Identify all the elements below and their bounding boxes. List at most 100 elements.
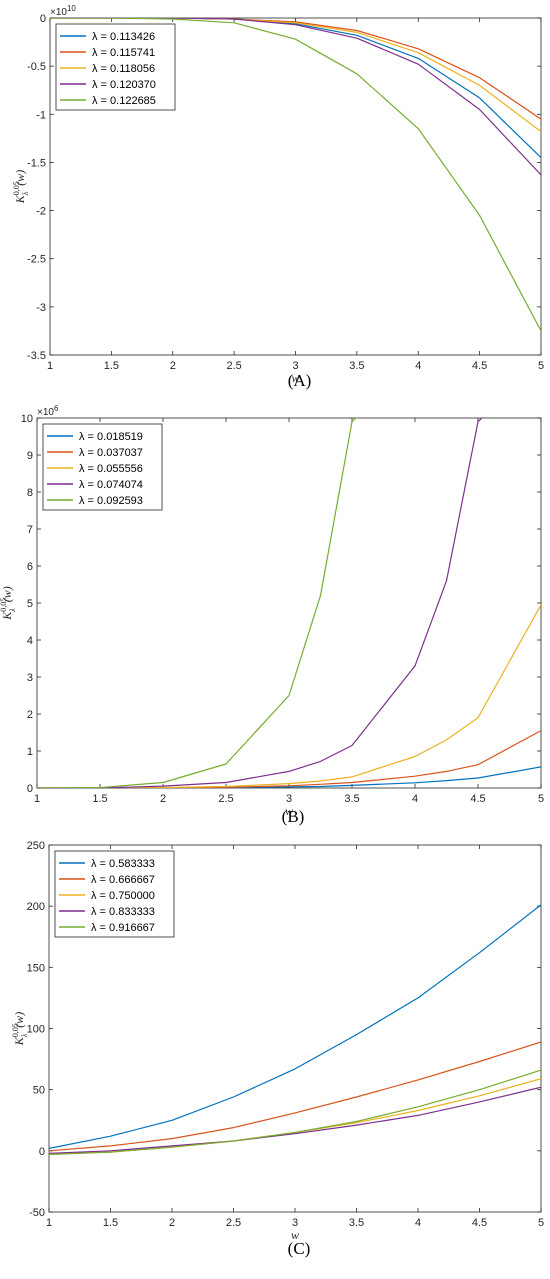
series-lines — [49, 904, 541, 1156]
y-label-arg: (w) — [13, 170, 27, 186]
y-label-arg: (w) — [12, 1012, 26, 1028]
legend-box — [42, 423, 163, 511]
x-tick-label: 3.5 — [344, 793, 359, 805]
legend-entry: λ = 0.092593 — [79, 495, 143, 507]
x-axis-label: w — [285, 804, 293, 818]
y-tick-label: -1.5 — [27, 157, 46, 169]
y-tick-label: -2.5 — [27, 254, 46, 266]
x-axis-label: w — [291, 371, 299, 385]
y-multiplier-base: ×10 — [37, 407, 54, 418]
y-tick-label: 8 — [27, 487, 33, 499]
x-tick-label: 4 — [415, 1217, 421, 1229]
legend-entry: λ = 0.833333 — [91, 906, 155, 918]
y-tick-label: -50 — [29, 1207, 45, 1219]
y-tick-label: 6 — [27, 561, 33, 573]
chart-panel-2: 1 1.5 2 2.5 3 3.5 4 4.5 5012345678910×106wK0,05λ… — [0, 404, 544, 826]
chart-panel-1: 1 1.5 2 2.5 3 3.5 4 4.5 5 0 -0.5 -1 -1.5 -2 -2.5 -3 -3.5… — [12, 4, 544, 390]
legend-entry: λ = 0.916667 — [91, 922, 155, 934]
series-line-2 — [49, 1041, 541, 1152]
panel-label: (C) — [288, 1239, 311, 1258]
x-tick-label: 5 — [538, 360, 544, 372]
x-tick-label: 1 — [47, 360, 53, 372]
y-tick-label: 10 — [21, 413, 33, 425]
x-tick-label: 4 — [412, 793, 418, 805]
y-multiplier: ×106 — [37, 404, 59, 418]
legend-box — [55, 23, 176, 111]
y-tick-label: 0 — [39, 1146, 45, 1158]
y-label-main: K — [13, 194, 27, 204]
legend-entry: λ = 0.115741 — [92, 47, 155, 59]
y-label-sub: λ — [20, 1033, 29, 1038]
legend-entry: λ = 0.074074 — [79, 479, 143, 491]
y-tick-label: 200 — [27, 901, 45, 913]
series-lines — [37, 418, 541, 788]
series-line-3 — [37, 604, 541, 788]
y-tick-label: 2 — [27, 709, 33, 721]
y-tick-label: 150 — [27, 962, 45, 974]
y-multiplier-exponent: 10 — [67, 4, 76, 13]
legend-entry: λ = 0.120370 — [92, 79, 156, 91]
y-label-main: K — [12, 1036, 26, 1046]
series-line-4 — [50, 18, 541, 176]
y-axis-label: K0,05λ (w) — [11, 1012, 29, 1046]
legend-entry: λ = 0.018519 — [79, 431, 143, 443]
x-tick-label: 1.5 — [92, 793, 107, 805]
x-tick-label: 3 — [292, 360, 298, 372]
legend-entry: λ = 0.113426 — [92, 31, 155, 43]
y-label-sup: 0,05 — [12, 181, 21, 195]
x-tick-label: 1.5 — [104, 360, 119, 372]
x-tick-label: 3.5 — [349, 360, 364, 372]
series-line-5 — [50, 18, 541, 332]
y-tick-label: 9 — [27, 450, 33, 462]
y-axis-label: K0,05λ (w) — [12, 170, 30, 204]
legend-entry: λ = 0.122685 — [92, 95, 156, 107]
x-tick-label: 4.5 — [472, 360, 487, 372]
y-label-main: K — [0, 611, 14, 621]
legend-entry: λ = 0.750000 — [91, 890, 155, 902]
x-tick-label: 2 — [160, 793, 166, 805]
y-axis-label: K0,05λ (w) — [0, 586, 17, 620]
y-tick-label: 0 — [27, 783, 33, 795]
series-line-4 — [37, 418, 483, 788]
y-tick-label: -0.5 — [27, 61, 46, 73]
y-tick-label: 5 — [27, 598, 33, 610]
y-tick-label: 7 — [27, 524, 33, 536]
x-tick-label: 3 — [286, 793, 292, 805]
y-label-arg: (w) — [0, 586, 14, 602]
y-tick-label: 250 — [27, 840, 45, 852]
x-tick-label: 4 — [415, 360, 421, 372]
series-line-5 — [37, 418, 357, 788]
x-tick-label: 4.5 — [472, 1217, 487, 1229]
legend-box — [54, 850, 175, 938]
series-line-4 — [49, 1086, 541, 1154]
legend-entry: λ = 0.037037 — [79, 447, 143, 459]
x-tick-label: 1 — [46, 1217, 52, 1229]
x-tick-label: 2 — [170, 360, 176, 372]
chart-panel-3: 1 1.5 2 2.5 3 3.5 4 4.5 5 -50 0 50 100 150 200 250 w K0,0… — [11, 840, 544, 1258]
y-tick-label: 100 — [27, 1024, 45, 1036]
y-tick-label: -1 — [36, 109, 46, 121]
x-tick-label: 5 — [538, 1217, 544, 1229]
y-tick-label: 0 — [40, 13, 46, 25]
series-line-1 — [49, 904, 541, 1149]
y-label-sub: λ — [21, 191, 30, 196]
legend: λ = 0.583333 λ = 0.666667 λ = 0.750000 λ = … — [54, 850, 175, 938]
x-tick-label: 2.5 — [226, 360, 241, 372]
legend-entry: λ = 0.118056 — [92, 63, 155, 75]
legend-entry: λ = 0.583333 — [91, 858, 155, 870]
y-multiplier: ×1010 — [50, 4, 76, 18]
x-tick-label: 4.5 — [470, 793, 485, 805]
x-tick-label: 2.5 — [226, 1217, 241, 1229]
series-line-1 — [50, 18, 541, 159]
y-tick-label: -2 — [36, 206, 46, 218]
y-tick-label: 3 — [27, 672, 33, 684]
panel-label: (B) — [282, 807, 305, 826]
y-label-sup: 0,05 — [0, 598, 8, 612]
y-label-sub: λ — [8, 608, 17, 613]
legend-entry: λ = 0.055556 — [79, 463, 143, 475]
panel-label: (A) — [288, 371, 312, 390]
series-line-5 — [49, 1069, 541, 1156]
series-line-1 — [37, 766, 541, 788]
series-line-2 — [50, 18, 541, 120]
